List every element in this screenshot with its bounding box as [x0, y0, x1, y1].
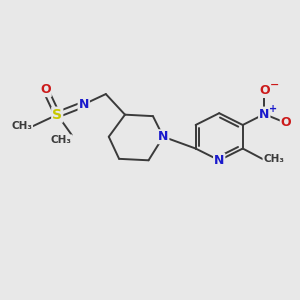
- Text: −: −: [269, 80, 279, 90]
- Text: CH₃: CH₃: [11, 122, 32, 131]
- Text: N: N: [214, 154, 224, 167]
- Text: O: O: [259, 84, 270, 97]
- Text: N: N: [158, 130, 168, 143]
- Text: CH₃: CH₃: [263, 154, 284, 164]
- Text: CH₃: CH₃: [51, 135, 72, 145]
- Text: N: N: [79, 98, 89, 111]
- Text: O: O: [281, 116, 291, 129]
- Text: N: N: [259, 108, 269, 121]
- Text: O: O: [40, 83, 51, 96]
- Text: +: +: [269, 104, 277, 114]
- Text: S: S: [52, 108, 62, 122]
